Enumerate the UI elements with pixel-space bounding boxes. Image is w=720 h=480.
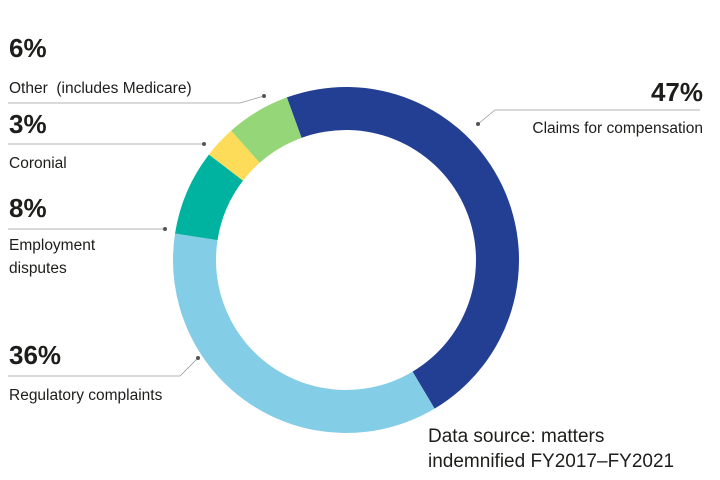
leader-dot-regulatory (196, 356, 200, 360)
leader-claims (477, 109, 700, 125)
label-other: Other (includes Medicare) (9, 80, 192, 97)
leader-dot-claims (476, 122, 480, 126)
pct-other: 6% (9, 33, 47, 63)
source-note-line2: indemnified FY2017–FY2021 (428, 451, 674, 472)
label-employment-line2: disputes (9, 260, 67, 277)
slice-claims (286, 87, 519, 409)
source-note-line1: Data source: matters (428, 426, 604, 447)
leader-dot-other (262, 94, 266, 98)
label-employment-line1: Employment (9, 237, 96, 254)
pct-claims: 47% (651, 77, 703, 107)
leader-regulatory (8, 357, 199, 377)
leader-lines (8, 94, 700, 377)
label-coronial: Coronial (9, 155, 67, 172)
pct-regulatory: 36% (9, 340, 61, 370)
leader-dot-coronial (202, 142, 206, 146)
slice-coronial (208, 130, 260, 181)
pct-employment: 8% (9, 193, 47, 223)
leader-dot-employment (163, 227, 167, 231)
label-regulatory: Regulatory complaints (9, 387, 163, 404)
label-claims: Claims for compensation (532, 120, 703, 137)
slice-other (231, 97, 302, 163)
leader-other (8, 95, 265, 104)
pct-coronial: 3% (9, 109, 47, 139)
slice-regulatory (172, 233, 435, 433)
donut-slices (172, 87, 519, 433)
slice-employment (175, 154, 244, 241)
